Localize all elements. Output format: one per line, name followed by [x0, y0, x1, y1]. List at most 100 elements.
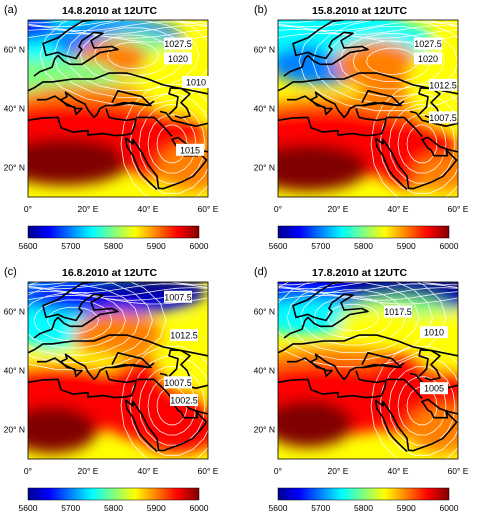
map-frame — [27, 19, 209, 198]
panel-a: 1027.5 1020 1010 1015 20° N 40° N 60° N 0° 20° E… — [0, 0, 250, 261]
colorbar-tick-label: 5900 — [397, 503, 416, 513]
colorbar-tick-label: 6000 — [440, 503, 459, 513]
contour-label: 1020 — [168, 54, 188, 64]
colorbar-tick-label: 5700 — [61, 241, 80, 251]
contour-label-bg — [164, 52, 192, 65]
x-tick-label: 0° — [24, 204, 32, 214]
contour-label: 1007.5 — [429, 113, 457, 123]
colorbar-tick-label: 5900 — [147, 503, 166, 513]
x-tick-label: 40° E — [388, 204, 409, 214]
colorbar-tick-label: 6000 — [190, 241, 209, 251]
panel-letter: (a) — [4, 4, 18, 16]
colorbar-tick-label: 5900 — [147, 241, 166, 251]
y-tick-label: 60° N — [4, 307, 25, 317]
y-tick-label: 40° N — [4, 104, 25, 114]
map-frame — [277, 19, 459, 198]
panel-letter: (d) — [254, 266, 268, 278]
x-tick-label: 60° E — [448, 466, 469, 476]
geopotential-field — [278, 20, 458, 197]
x-tick-label: 60° E — [198, 466, 219, 476]
colorbar-tick-label: 5600 — [269, 503, 288, 513]
panel-title: 14.8.2010 at 12UTC — [62, 5, 158, 17]
panel-title: 15.8.2010 at 12UTC — [312, 5, 408, 17]
y-tick-label: 60° N — [4, 45, 25, 55]
x-tick-label: 0° — [24, 466, 32, 476]
colorbar-tick-label: 5600 — [19, 241, 38, 251]
contour-label-bg — [164, 37, 192, 50]
contour-label: 1027.5 — [414, 39, 442, 49]
contour-label-bg — [170, 329, 198, 342]
colorbar-tick-label: 5800 — [354, 503, 373, 513]
colorbar — [277, 487, 450, 501]
contour-label-bg — [420, 382, 448, 395]
colorbar — [27, 225, 200, 239]
x-tick-label: 60° E — [448, 204, 469, 214]
colorbar-tick-label: 6000 — [440, 241, 459, 251]
y-tick-label: 40° N — [4, 366, 25, 376]
contour-label-bg — [164, 376, 192, 389]
colorbar-tick-label: 5800 — [104, 503, 123, 513]
contour-label: 1002.5 — [170, 396, 198, 406]
contour-label-bg — [420, 326, 448, 339]
x-tick-label: 20° E — [78, 204, 99, 214]
coastlines — [28, 20, 208, 191]
map-svg: 1017.5 1010 1005 20° N 40° N 60° N 0° 20° E 40° … — [254, 281, 469, 513]
map-svg: 1027.5 1020 1010 1015 20° N 40° N 60° N 0° 20° E… — [4, 19, 219, 251]
contour-label: 1020 — [418, 54, 438, 64]
coastlines — [278, 282, 458, 453]
colorbar-tick-label: 5800 — [354, 241, 373, 251]
contour-label-bg — [429, 78, 457, 91]
colorbar-tick-label: 5700 — [61, 503, 80, 513]
contour-label: 1027.5 — [164, 39, 192, 49]
x-tick-label: 0° — [274, 466, 282, 476]
panel-letter: (c) — [4, 266, 17, 278]
y-tick-label: 20° N — [4, 163, 25, 173]
contour-label: 1012.5 — [429, 80, 457, 90]
contour-label-bg — [414, 52, 442, 65]
x-tick-label: 0° — [274, 204, 282, 214]
colorbar-tick-label: 5600 — [19, 503, 38, 513]
map-frame — [27, 281, 209, 460]
contour-label-bg — [170, 394, 198, 406]
panel-title: 16.8.2010 at 12UTC — [62, 267, 158, 279]
x-tick-label: 20° E — [328, 204, 349, 214]
x-tick-label: 40° E — [388, 466, 409, 476]
contour-label-bg — [164, 290, 192, 303]
colorbar-tick-label: 5700 — [311, 241, 330, 251]
colorbar — [277, 225, 450, 239]
panel-d: 1017.5 1010 1005 20° N 40° N 60° N 0° 20° E 40° … — [250, 262, 500, 523]
y-tick-label: 40° N — [254, 104, 275, 114]
y-tick-label: 20° N — [4, 425, 25, 435]
panel-b: 1027.5 1020 1012.5 1007.5 20° N 40° N 60° N 0° 2… — [250, 0, 500, 261]
x-tick-label: 60° E — [198, 204, 219, 214]
contour-label: 1007.5 — [164, 292, 192, 302]
contour-label: 1005 — [424, 384, 444, 394]
y-tick-label: 20° N — [254, 425, 275, 435]
geopotential-field — [28, 20, 208, 197]
contour-label-bg — [384, 305, 412, 318]
colorbar-tick-label: 6000 — [190, 503, 209, 513]
panel-title: 17.8.2010 at 12UTC — [312, 267, 408, 279]
panel-c: 1007.5 1012.5 1007.5 1002.5 20° N 40° N 60° N 0… — [0, 262, 250, 523]
colorbar — [27, 487, 200, 501]
y-tick-label: 60° N — [254, 45, 275, 55]
contour-label-bg — [176, 143, 204, 156]
panel-letter: (b) — [254, 4, 268, 16]
map-svg: 1007.5 1012.5 1007.5 1002.5 20° N 40° N 60° N 0… — [4, 281, 219, 513]
x-tick-label: 40° E — [138, 466, 159, 476]
contour-label-bg — [414, 37, 442, 50]
colorbar-tick-label: 5800 — [104, 241, 123, 251]
contour-label: 1010 — [424, 328, 444, 338]
contour-label-bg — [182, 75, 210, 88]
y-tick-label: 40° N — [254, 366, 275, 376]
x-tick-label: 40° E — [138, 204, 159, 214]
colorbar-tick-label: 5600 — [269, 241, 288, 251]
contour-label-bg — [429, 111, 457, 124]
isobar-lines — [278, 20, 458, 197]
contour-label: 1012.5 — [170, 331, 198, 341]
coastlines — [28, 282, 208, 453]
contour-label: 1017.5 — [384, 307, 412, 317]
colorbar-tick-label: 5700 — [311, 503, 330, 513]
contour-label: 1015 — [180, 145, 200, 155]
coastlines — [278, 20, 458, 191]
